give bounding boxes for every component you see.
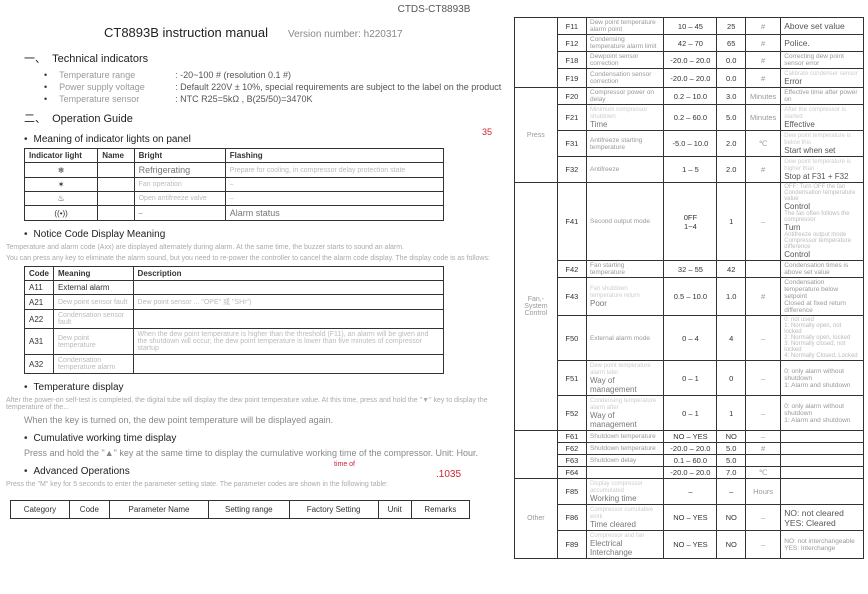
- temp-text-2: When the key is turned on, the dew point…: [24, 415, 484, 425]
- annotation-35: 35: [482, 127, 492, 137]
- version-number: Version number: h220317: [288, 29, 403, 40]
- annotation-time-of: time of: [334, 461, 355, 468]
- param-row: F12Condensing temperature alarm limit42 …: [515, 35, 864, 52]
- indicator-row: ✶Fan operation–: [25, 178, 444, 192]
- param-row: F19Condensation sensor correction-20.0 –…: [515, 69, 864, 88]
- annotation-1035: .1035: [436, 469, 461, 480]
- indicator-row: ((•))–Alarm status: [25, 206, 444, 221]
- sub-temperature-display: Temperature display: [24, 382, 504, 393]
- code-row: A21Dew point sensor faultDew point senso…: [25, 295, 444, 310]
- param-row: F31Antifreeze starting temperature-5.0 –…: [515, 131, 864, 157]
- param-row: F86Compressor cumulative workTime cleare…: [515, 505, 864, 531]
- notice-note-2: You can press any key to eliminate the a…: [6, 255, 504, 262]
- sub-indicator-lights: Meaning of indicator lights on panel: [24, 134, 504, 145]
- param-row: F18Dewpoint sensor correction-20.0 – 20.…: [515, 52, 864, 69]
- tech-line-0: Temperature range: -20~100 # (resolution…: [44, 70, 504, 80]
- parameter-table: F11Dew point temperature alarm point10 –…: [514, 17, 864, 559]
- code-row: A22Condensation sensor fault: [25, 310, 444, 329]
- param-row: Fan,- System ControlF41Second output mod…: [515, 183, 864, 261]
- param-row: F89Compressor and fanElectrical Intercha…: [515, 531, 864, 559]
- param-row: F11Dew point temperature alarm point10 –…: [515, 18, 864, 35]
- indicator-row: ❄RefrigeratingPrepare for cooling, in co…: [25, 163, 444, 178]
- param-row: F52Condensing temperature alarm afterWay…: [515, 396, 864, 431]
- header-model: CTDS-CT8893B: [4, 4, 864, 15]
- indicator-table: Indicator lightNameBrightFlashing ❄Refri…: [24, 148, 444, 221]
- param-row: F63Shutdown delay0.1 – 60.05.0: [515, 455, 864, 467]
- param-header-table: CategoryCodeParameter NameSetting rangeF…: [10, 500, 470, 519]
- code-row: A31Dew point temperatureWhen the dew poi…: [25, 329, 444, 355]
- section-operation-guide: 二、 Operation Guide: [24, 110, 504, 126]
- param-row: OtherF85Display compressor accumulatedWo…: [515, 479, 864, 505]
- temp-text-1: After the power-on self-test is complete…: [6, 397, 504, 411]
- sub-advanced: Advanced Operations: [24, 466, 504, 477]
- param-row: PressF20Compressor power on delay0.2 – 1…: [515, 88, 864, 105]
- cumulative-text: Press and hold the "▲" key at the same t…: [24, 448, 484, 458]
- param-row: F62Shutdown temperature-20.0 – 20.05.0#: [515, 443, 864, 455]
- param-row: F32Antifreeze1 – 52.0#Dew point temperat…: [515, 157, 864, 183]
- param-row: F21Minimum compressor shutdownTime0.2 – …: [515, 105, 864, 131]
- code-row: A32Condensation temperature alarm: [25, 355, 444, 374]
- param-row: F61Shutdown temperatureNO – YESNO–: [515, 431, 864, 443]
- param-row: F43Fan shutdown temperature returnPoor0.…: [515, 278, 864, 316]
- param-row: F50External alarm mode0 – 44–0: not used…: [515, 316, 864, 361]
- tech-line-1: Power supply voltage: Default 220V ± 10%…: [44, 82, 504, 92]
- notice-note-1: Temperature and alarm code (Axx) are dis…: [6, 244, 504, 251]
- advanced-text: Press the "M" key for 5 seconds to enter…: [6, 481, 504, 488]
- param-row: F42Fan starting temperature32 – 5542Cond…: [515, 261, 864, 278]
- section-technical-indicators: 一、 Technical indicators: [24, 50, 504, 66]
- param-row: F64-20.0 – 20.07.0℃: [515, 467, 864, 479]
- param-row: F51Dew point temperature alarm laterWay …: [515, 361, 864, 396]
- sub-notice-code: Notice Code Display Meaning: [24, 229, 504, 240]
- manual-title: CT8893B instruction manual: [104, 25, 268, 40]
- tech-line-2: Temperature sensor: NTC R25=5kΩ , B(25/5…: [44, 94, 504, 104]
- indicator-row: ♨Open antifreeze valve–: [25, 192, 444, 206]
- sub-cumulative: Cumulative working time display: [24, 433, 504, 444]
- code-table: CodeMeaningDescription A11External alarm…: [24, 266, 444, 374]
- code-row: A11External alarm: [25, 281, 444, 295]
